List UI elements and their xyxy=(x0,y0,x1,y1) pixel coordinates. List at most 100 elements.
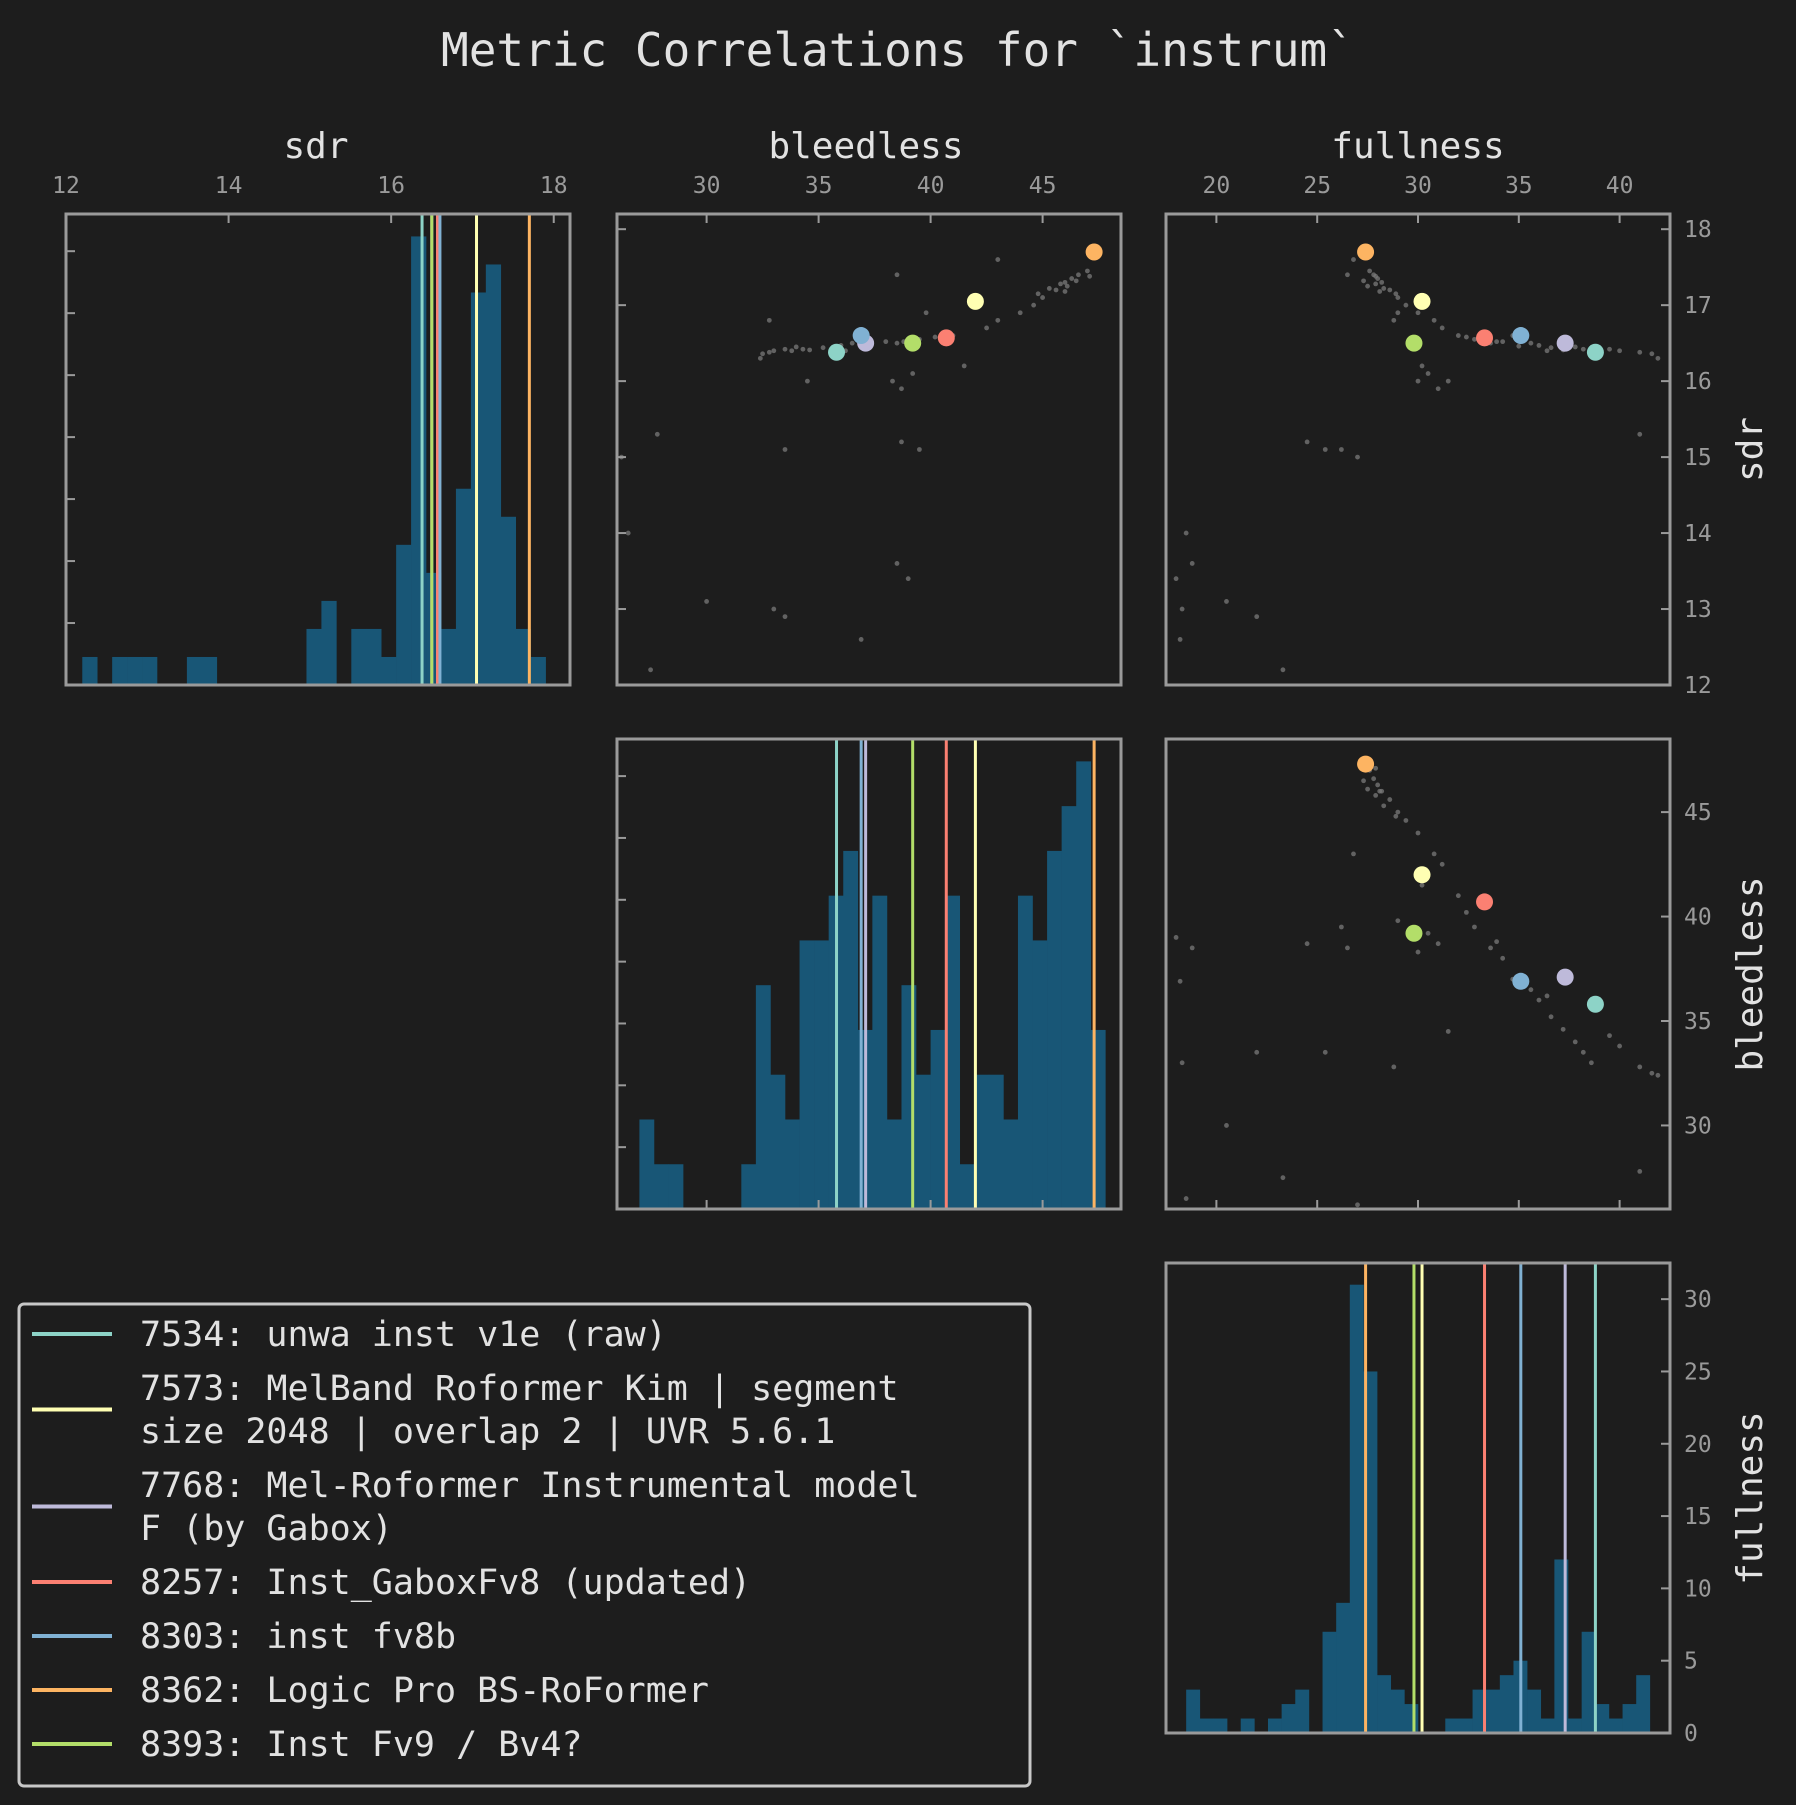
row-label-fullness: fullness xyxy=(1730,1411,1771,1584)
scatter-point-bg xyxy=(654,431,660,437)
scatter-point-bg xyxy=(1367,268,1373,274)
scatter-point-bg xyxy=(1381,803,1387,809)
scatter-point-bg xyxy=(1463,334,1469,340)
scatter-point-bg xyxy=(625,530,631,536)
scatter-point-highlight-1 xyxy=(1413,866,1431,884)
x-tick-label-fullness: 20 xyxy=(1203,173,1231,199)
hist-bar-fullness xyxy=(1213,1718,1228,1733)
scatter-point-highlight-6 xyxy=(1405,924,1423,942)
hist-bar-bleedless xyxy=(843,850,859,1209)
hist-bar-fullness xyxy=(1281,1704,1296,1733)
scatter-point-bg xyxy=(1649,351,1655,357)
scatter-panel-sdr-vs-bleedless xyxy=(615,212,1123,687)
scatter-point-highlight-2 xyxy=(1556,334,1574,352)
scatter-point-bg xyxy=(849,340,855,346)
scatter-point-bg xyxy=(1031,302,1037,308)
scatter-point-bg xyxy=(1179,1060,1185,1066)
hist-bar-fullness xyxy=(1295,1689,1310,1733)
scatter-point-bg xyxy=(1637,1169,1643,1174)
scatter-point-bg xyxy=(820,345,826,351)
scatter-point-bg xyxy=(1391,317,1397,323)
scatter-point-bg xyxy=(805,378,810,384)
legend-box xyxy=(17,1302,1032,1788)
scatter-point-bg xyxy=(1371,776,1377,782)
chart-title: Metric Correlations for `instrum` xyxy=(441,23,1355,77)
scatter-point-highlight-6 xyxy=(904,334,922,352)
scatter-point-bg xyxy=(1322,1049,1328,1055)
x-tick-label-fullness: 30 xyxy=(1404,173,1432,199)
scatter-point-bg xyxy=(1058,281,1063,287)
scatter-point-bg xyxy=(1351,851,1356,857)
scatter-point-bg xyxy=(1425,371,1431,376)
hist-bar-sdr xyxy=(500,516,517,685)
scatter-point-bg xyxy=(899,386,904,392)
count-tick-label-30: 30 xyxy=(1684,1287,1712,1313)
scatter-point-bg xyxy=(1381,286,1387,291)
hist-bar-sdr xyxy=(82,656,98,685)
scatter-point-bg xyxy=(1387,287,1393,293)
scatter-point-bg xyxy=(1548,1014,1554,1020)
scatter-point-bg xyxy=(1345,272,1350,278)
y-tick-label-sdr: 15 xyxy=(1684,445,1712,471)
legend-label-5: 8362: Logic Pro BS-RoFormer xyxy=(140,1671,709,1711)
scatter-point-bg xyxy=(782,447,788,452)
scatter-point-bg xyxy=(1649,1070,1655,1076)
hist-bar-sdr xyxy=(142,656,158,685)
scatter-point-highlight-2 xyxy=(1556,968,1574,986)
hist-panel-sdr xyxy=(64,212,572,687)
scatter-point-bg xyxy=(1177,637,1183,642)
hist-bar-fullness xyxy=(1336,1602,1351,1733)
scatter-point-bg xyxy=(1455,893,1461,899)
hist-bar-fullness xyxy=(1636,1675,1651,1733)
hist-bar-sdr xyxy=(321,600,337,685)
y-tick-label-sdr: 13 xyxy=(1684,597,1712,623)
hist-bar-sdr xyxy=(112,656,128,685)
hist-bar-bleedless xyxy=(755,985,771,1209)
scatter-point-bg xyxy=(1076,272,1081,278)
scatter-point-highlight-3 xyxy=(937,329,955,347)
scatter-point-bg xyxy=(1494,939,1500,945)
scatter-point-bg xyxy=(1053,287,1059,293)
scatter-point-bg xyxy=(1395,295,1401,300)
hist-bar-sdr xyxy=(455,488,472,685)
scatter-point-bg xyxy=(1572,1039,1578,1045)
y-tick-label-sdr: 17 xyxy=(1684,293,1712,319)
scatter-point-bg xyxy=(894,561,900,566)
scatter-point-bg xyxy=(1280,667,1286,673)
hist-bar-fullness xyxy=(1322,1631,1337,1733)
scatter-panel-sdr-vs-fullness xyxy=(1164,212,1672,687)
hist-bar-fullness xyxy=(1445,1718,1460,1733)
scatter-point-bg xyxy=(757,355,763,361)
hist-bar-bleedless xyxy=(741,1164,757,1209)
scatter-point-highlight-3 xyxy=(1476,893,1494,911)
scatter-point-bg xyxy=(766,349,772,355)
scatter-point-bg xyxy=(1373,281,1379,287)
hist-bar-sdr xyxy=(530,656,546,685)
x-tick-label-bleedless: 35 xyxy=(805,173,833,199)
scatter-point-bg xyxy=(1617,348,1622,354)
y-tick-label-bleedless: 35 xyxy=(1684,1009,1712,1035)
scatter-point-bg xyxy=(1655,1072,1661,1078)
row-label-sdr: sdr xyxy=(1730,417,1771,482)
scatter-point-highlight-1 xyxy=(1413,292,1431,310)
scatter-point-bg xyxy=(1415,830,1421,836)
y-tick-label-sdr: 16 xyxy=(1684,369,1712,395)
scatter-point-bg xyxy=(1183,1196,1189,1201)
count-tick-label-5: 5 xyxy=(1684,1649,1698,1675)
scatter-point-bg xyxy=(1617,1043,1622,1049)
hist-bar-bleedless xyxy=(814,940,829,1209)
scatter-point-bg xyxy=(1173,576,1179,582)
scatter-point-bg xyxy=(1655,355,1661,361)
scatter-point-bg xyxy=(899,439,904,445)
column-title-sdr: sdr xyxy=(283,126,348,167)
scatter-point-highlight-3 xyxy=(1476,329,1494,347)
hist-bar-sdr xyxy=(396,544,412,685)
scatter-point-bg xyxy=(1395,310,1401,316)
hist-bar-fullness xyxy=(1377,1675,1392,1733)
scatter-point-bg xyxy=(1073,278,1079,284)
scatter-point-bg xyxy=(917,447,922,452)
scatter-point-bg xyxy=(1387,797,1393,802)
scatter-point-bg xyxy=(1064,283,1070,289)
scatter-point-bg xyxy=(894,340,900,346)
hist-bar-bleedless xyxy=(872,895,888,1209)
